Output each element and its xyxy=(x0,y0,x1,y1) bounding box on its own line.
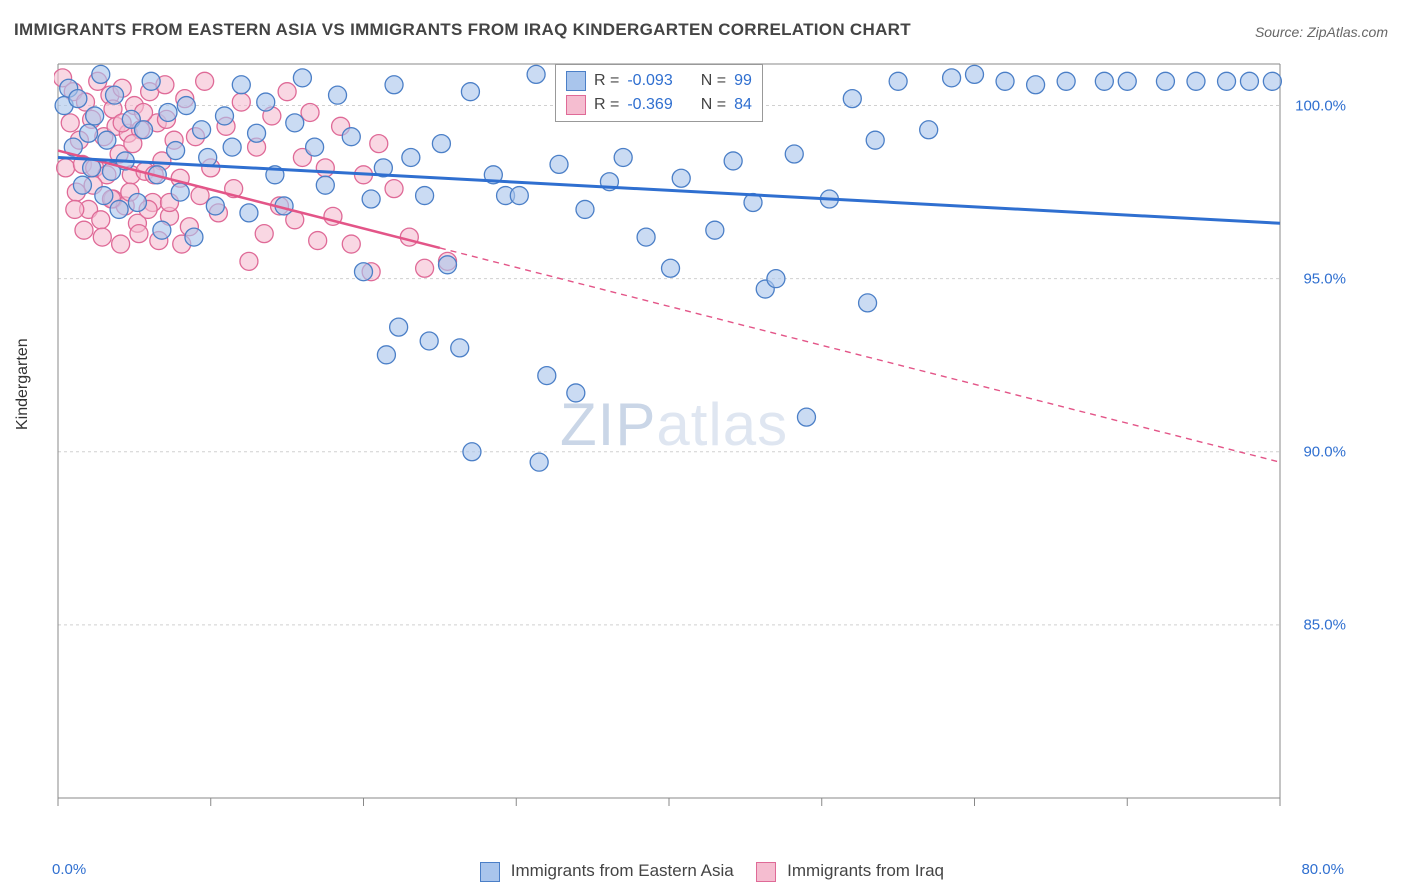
chart-plot-area xyxy=(54,58,1340,830)
r-value-1: -0.093 xyxy=(627,69,672,93)
n-label-1: N = xyxy=(701,69,726,93)
scatter-chart-svg xyxy=(54,58,1340,830)
bottom-legend-label-1: Immigrants from Eastern Asia xyxy=(511,861,734,880)
n-label-2: N = xyxy=(701,93,726,117)
source-attribution: Source: ZipAtlas.com xyxy=(1255,24,1388,40)
chart-title: IMMIGRANTS FROM EASTERN ASIA VS IMMIGRAN… xyxy=(14,20,911,40)
r-label-1: R = xyxy=(594,69,619,93)
r-value-2: -0.369 xyxy=(627,93,672,117)
bottom-legend-label-2: Immigrants from Iraq xyxy=(787,861,944,880)
legend-swatch-blue xyxy=(566,71,586,91)
legend-swatch-pink xyxy=(566,95,586,115)
correlation-legend: R = -0.093 N = 99 R = -0.369 N = 84 xyxy=(555,64,763,122)
r-label-2: R = xyxy=(594,93,619,117)
y-tick-label: 95.0% xyxy=(1303,270,1346,287)
bottom-legend: Immigrants from Eastern Asia Immigrants … xyxy=(0,861,1406,882)
y-tick-label: 85.0% xyxy=(1303,616,1346,633)
y-tick-label: 100.0% xyxy=(1295,97,1346,114)
bottom-swatch-blue xyxy=(480,862,500,882)
bottom-swatch-pink xyxy=(756,862,776,882)
y-axis-label: Kindergarten xyxy=(14,338,32,430)
n-value-2: 84 xyxy=(734,93,752,117)
n-value-1: 99 xyxy=(734,69,752,93)
y-tick-label: 90.0% xyxy=(1303,443,1346,460)
legend-row-series1: R = -0.093 N = 99 xyxy=(566,69,752,93)
legend-row-series2: R = -0.369 N = 84 xyxy=(566,93,752,117)
